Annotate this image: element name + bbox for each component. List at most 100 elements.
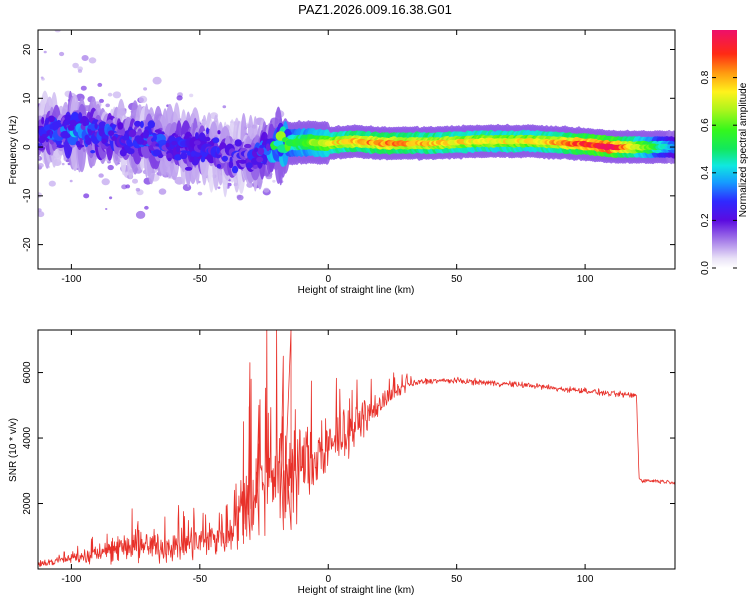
spectrogram-scatter-blob (38, 192, 42, 198)
spectrogram-scatter-blob (135, 187, 141, 192)
colorbar-tick-label: 0.0 (700, 261, 711, 275)
spectrogram-blob (38, 135, 46, 144)
spectrogram-y-ticks: -20 -10 0 10 20 (22, 44, 675, 252)
spectrogram-scatter-blob (38, 163, 44, 168)
spectrogram-scatter-blob (65, 159, 70, 163)
spectrogram-scatter-blob (38, 211, 45, 218)
spectrogram-scatter-blob (81, 55, 89, 61)
spectrogram-scatter-blob (227, 182, 232, 187)
spectrogram-blob (190, 156, 195, 162)
spectrogram-blob (180, 152, 188, 160)
snr-x-tick-label: 50 (451, 574, 463, 585)
spectrogram-scatter-blob (88, 57, 97, 64)
spectrogram-blob (257, 147, 265, 156)
spectrogram-x-tick-label: 0 (325, 274, 331, 285)
spectrogram-blob (78, 112, 83, 120)
spectrogram-blob (67, 124, 75, 131)
snr-x-tick-label: -100 (61, 574, 81, 585)
colorbar-tick-label: 0.2 (700, 213, 711, 227)
snr-y-label: SNR (10 * v/v) (8, 418, 19, 482)
spectrogram-blob (239, 159, 247, 164)
spectrogram-blob (231, 165, 239, 174)
spectrogram-blob (266, 143, 270, 152)
snr-y-tick-label: 2000 (22, 492, 33, 515)
spectrogram-blob (174, 134, 179, 138)
spectrogram-blob (175, 144, 180, 153)
spectrogram-y-tick-label: 10 (22, 92, 33, 104)
spectrogram-scatter-blob (197, 191, 203, 196)
colorbar-ticks: 0.0 0.2 0.4 0.6 0.8 (700, 70, 737, 275)
spectrogram-scatter-blob (101, 178, 110, 186)
spectrogram-blob (165, 143, 170, 148)
colorbar-gradient (712, 30, 737, 268)
spectrogram-blob (256, 156, 264, 163)
snr-frame (37, 329, 676, 570)
spectrogram-scatter-blob (158, 188, 167, 195)
spectrogram-blob (75, 140, 81, 147)
colorbar-tick-label: 0.6 (700, 118, 711, 132)
colorbar-tick-label: 0.4 (700, 165, 711, 179)
spectrogram-scatter-blob (272, 179, 276, 183)
spectrogram-blob (84, 134, 90, 141)
snr-series-line (38, 330, 675, 568)
spectrogram-blob (64, 114, 71, 120)
spectrogram-scatter-blob (48, 180, 56, 187)
spectrogram-blob (254, 147, 259, 152)
spectrogram-scatter-blob (83, 193, 90, 199)
spectrogram-blob (153, 134, 157, 141)
snr-x-tick-label: 0 (325, 574, 331, 585)
spectrogram-blob (90, 150, 96, 154)
spectrogram-scatter-blob (77, 69, 83, 73)
spectrogram-blob (136, 137, 145, 145)
spectrogram-blob (128, 129, 137, 138)
spectrogram-y-tick-label: 0 (22, 144, 33, 150)
snr-y-tick-label: 6000 (22, 361, 33, 384)
spectrogram-scatter-blob (80, 85, 87, 91)
spectrogram-scatter-blob (176, 95, 183, 101)
spectrogram-blob (216, 163, 222, 169)
spectrogram-blob (147, 120, 155, 129)
spectrogram-y-tick-label: 20 (22, 44, 33, 56)
spectrogram-blob (236, 159, 242, 164)
snr-panel: -100 -50 0 50 100 2000 4000 6000 Height of str… (8, 329, 676, 596)
spectrogram-blob (174, 154, 182, 161)
spectrogram-blob (195, 132, 199, 140)
spectrogram-scatter-blob (98, 173, 104, 178)
spectrogram-blob (82, 121, 88, 127)
spectrogram-scatter-blob (189, 93, 194, 98)
snr-x-label: Height of straight line (km) (298, 585, 415, 596)
spectrogram-blob (56, 144, 65, 148)
spectrogram-scatter-blob (222, 105, 227, 109)
spectrogram-blob (180, 150, 189, 154)
spectrogram-blob (171, 141, 178, 146)
spectrogram-blob (216, 147, 220, 154)
spectrogram-blob (111, 135, 117, 141)
spectrogram-x-ticks: -100 -50 0 50 100 (61, 30, 594, 285)
spectrogram-blob (154, 129, 162, 133)
spectrogram-scatter-blob (61, 162, 65, 166)
spectrogram-scatter-blob (144, 205, 149, 210)
spectrogram-blob (101, 138, 107, 144)
snr-y-tick-label: 4000 (22, 426, 33, 449)
spectrogram-scatter-blob (105, 208, 108, 210)
spectrogram-scatter-blob (59, 51, 65, 57)
spectrogram-scatter-blob (152, 76, 162, 85)
spectrogram-scatter-blob (236, 194, 244, 201)
spectrogram-y-tick-label: -10 (22, 188, 33, 203)
spectrogram-blob (259, 144, 265, 149)
spectrogram-blob (126, 148, 135, 155)
spectrogram-blob (155, 143, 160, 147)
spectrogram-blob (244, 143, 252, 149)
spectrogram-blob (119, 149, 127, 157)
spectrogram-heatmap (38, 30, 675, 219)
spectrogram-blob (122, 135, 130, 141)
spectrogram-x-label: Height of straight line (km) (298, 285, 415, 296)
colorbar: 0.0 0.2 0.4 0.6 0.8 Normalized spectral ampl… (700, 30, 749, 275)
spectrogram-blob (212, 137, 220, 144)
spectrogram-scatter-blob (40, 76, 44, 79)
colorbar-label: Normalized spectral amplitude (738, 82, 749, 217)
spectrogram-blob (184, 166, 193, 171)
spectrogram-scatter-blob (143, 87, 148, 91)
